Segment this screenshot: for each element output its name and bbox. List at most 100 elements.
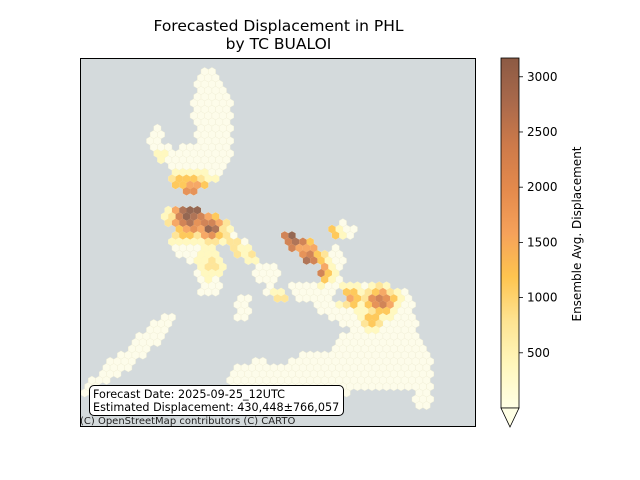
displacement-hex-cell — [368, 294, 376, 303]
land-cell — [262, 287, 271, 297]
land-cell — [139, 350, 147, 360]
displacement-hex-cell — [186, 168, 194, 177]
displacement-hex-cell — [175, 224, 183, 234]
land-cell — [389, 382, 398, 392]
displacement-hex-cell — [204, 275, 212, 284]
displacement-hex-cell — [215, 231, 223, 240]
displacement-hex-cell — [317, 281, 325, 290]
displacement-hex-cell — [382, 281, 391, 290]
colorbar-tick-label: 2500 — [527, 125, 558, 139]
land-cell — [404, 382, 413, 392]
displacement-hex-cell — [353, 306, 362, 316]
displacement-hex-cell — [201, 231, 209, 240]
displacement-hex-cell — [375, 306, 383, 316]
displacement-hex-cell — [328, 275, 336, 284]
displacement-hex-cell — [386, 287, 394, 297]
colorbar-tick-label: 2000 — [527, 180, 558, 194]
displacement-hex-cell — [339, 281, 347, 290]
title-line-1: Forecasted Displacement in PHL — [153, 17, 404, 35]
colorbar-ticks: 500 1000 1500 2000 2500 3000 — [519, 70, 558, 360]
land-cell — [153, 338, 162, 347]
displacement-hex-cell — [208, 256, 216, 265]
displacement-hex-cell — [171, 180, 180, 190]
displacement-hex-cell — [353, 294, 362, 303]
displacement-hex-cell — [233, 237, 242, 246]
displacement-hex-cell — [168, 212, 176, 221]
displacement-hex-cell — [310, 256, 318, 265]
displacement-hex-cell — [164, 218, 172, 227]
title-line-2: by TC BUALOI — [225, 35, 332, 53]
displacement-hex-cell — [375, 319, 383, 328]
land-cell — [360, 382, 369, 392]
displacement-hex-cell — [175, 237, 183, 246]
displacement-hex-cell — [204, 262, 212, 272]
displacement-hex-cell — [201, 180, 209, 190]
displacement-hex-cell — [182, 174, 191, 183]
displacement-hex-cell — [197, 174, 205, 183]
displacement-hex-cell — [204, 212, 212, 221]
displacement-hex-cell — [241, 250, 249, 259]
displacement-hex-cell — [175, 174, 183, 183]
colorbar-gradient — [500, 57, 520, 409]
displacement-hex-cell — [201, 243, 209, 253]
displacement-hex-cell — [204, 224, 212, 234]
displacement-hex-cell — [361, 306, 369, 316]
displacement-hex-cell — [197, 224, 205, 234]
displacement-hex-cell — [251, 256, 260, 265]
displacement-hex-cell — [364, 313, 372, 322]
displacement-hex-cell — [179, 206, 187, 215]
displacement-hex-cell — [204, 237, 212, 246]
displacement-hex-cell — [215, 269, 223, 278]
land-cell — [81, 388, 89, 398]
displacement-hex-cell — [393, 287, 402, 297]
displacement-hex-cell — [371, 313, 380, 322]
displacement-hex-cell — [215, 218, 223, 227]
displacement-hex-cell — [197, 262, 205, 272]
displacement-hex-cell — [299, 250, 307, 259]
displacement-hex-cell — [361, 319, 369, 328]
displacement-hex-cell — [364, 287, 372, 297]
displacement-hex-cell — [171, 218, 180, 227]
colorbar: 500 1000 1500 2000 2500 3000 — [500, 57, 558, 428]
displacement-hex-cell — [190, 237, 198, 246]
displacement-hex-cell — [324, 256, 332, 265]
displacement-hex-cell — [382, 306, 391, 316]
displacement-hex-cell — [219, 224, 227, 234]
displacement-hex-cell — [182, 237, 191, 246]
displacement-hex-cell — [317, 269, 325, 278]
displacement-hex-cell — [175, 212, 183, 221]
displacement-hex-cell — [284, 237, 292, 246]
displacement-hex-cell — [197, 212, 205, 221]
displacement-hex-cell — [390, 294, 398, 303]
displacement-hex-cell — [310, 243, 318, 253]
displacement-hex-cell — [321, 262, 329, 272]
displacement-hex-cell — [379, 313, 387, 322]
displacement-hex-cell — [277, 287, 285, 297]
displacement-hex-cell — [353, 281, 362, 290]
displacement-hex-cell — [386, 313, 394, 322]
displacement-hex-cell — [371, 300, 380, 309]
land-cell — [255, 275, 264, 284]
displacement-hex-cell — [306, 250, 314, 259]
displacement-hex-cell — [361, 294, 369, 303]
displacement-hex-cell — [171, 206, 180, 215]
displacement-hex-cell — [211, 237, 220, 246]
displacement-hex-cell — [186, 180, 194, 190]
displacement-hex-cell — [211, 174, 220, 183]
displacement-hex-cell — [357, 313, 365, 322]
displacement-hex-cell — [291, 237, 300, 246]
displacement-hex-cell — [335, 224, 343, 234]
displacement-hex-cell — [211, 224, 220, 234]
displacement-hex-cell — [350, 287, 358, 297]
displacement-hex-cell — [153, 149, 162, 158]
map-panel[interactable] — [80, 58, 476, 427]
displacement-hex-cell — [201, 168, 209, 177]
displacement-hex-cell — [208, 243, 216, 253]
forecast-date-text: Forecast Date: 2025-09-25_12UTC — [93, 388, 285, 401]
displacement-hex-cell — [161, 149, 169, 158]
land-cell — [382, 382, 391, 392]
displacement-hex-cell — [281, 231, 289, 240]
displacement-hex-cell — [157, 155, 165, 164]
estimated-displacement-text: Estimated Displacement: 430,448±766,057 — [93, 401, 340, 414]
map-attribution: (C) OpenStreetMap contributors (C) CARTO — [80, 416, 296, 427]
